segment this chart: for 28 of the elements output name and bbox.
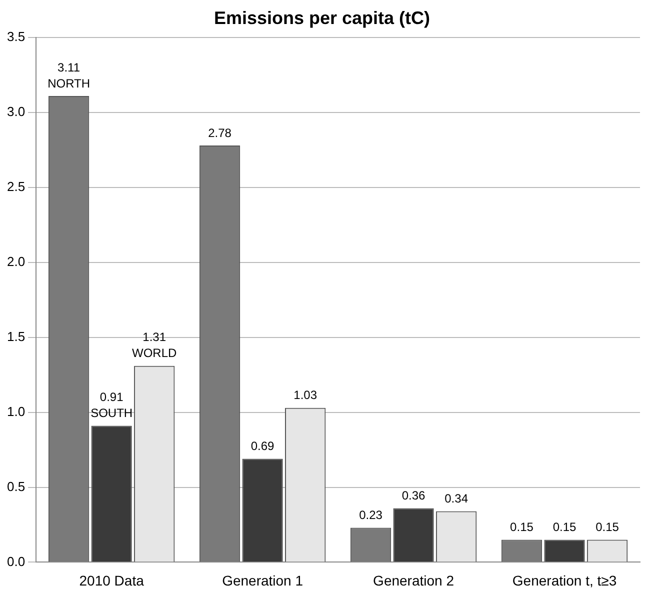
series-label: WORLD — [132, 346, 178, 360]
y-tick-label: 2.5 — [6, 179, 26, 194]
data-label: 0.15 — [552, 520, 577, 534]
data-label: 0.15 — [510, 520, 534, 534]
y-tick-label: 3.5 — [6, 29, 26, 44]
data-label: 0.34 — [444, 492, 468, 506]
data-label: 0.23 — [359, 508, 383, 522]
series-label: NORTH — [48, 76, 90, 90]
data-label: 1.31 — [142, 330, 166, 344]
y-tick-label: 0.5 — [6, 478, 26, 494]
y-tick-label: 2.0 — [6, 254, 26, 270]
y-tick-label: 1.0 — [6, 404, 26, 419]
y-tick-label: 0.0 — [6, 554, 26, 569]
data-label: 3.11 — [58, 60, 80, 74]
x-tick-label: Generation t, t≥3 — [512, 572, 617, 588]
chart-title: Emissions per capita (tC) — [214, 8, 430, 28]
data-label: 1.03 — [294, 388, 318, 402]
data-label: 0.15 — [596, 520, 620, 534]
data-label: 0.69 — [250, 439, 275, 454]
x-tick-label: 2010 Data — [79, 572, 144, 588]
y-tick-label: 1.5 — [6, 328, 26, 344]
y-tick-label: 3.0 — [6, 104, 26, 120]
x-tick-label: Generation 1 — [222, 572, 304, 588]
series-label: SOUTH — [90, 406, 133, 420]
data-label: 0.91 — [100, 390, 124, 404]
x-tick-label: Generation 2 — [373, 572, 454, 588]
data-label: 0.36 — [402, 488, 426, 503]
data-label: 2.78 — [208, 126, 232, 140]
